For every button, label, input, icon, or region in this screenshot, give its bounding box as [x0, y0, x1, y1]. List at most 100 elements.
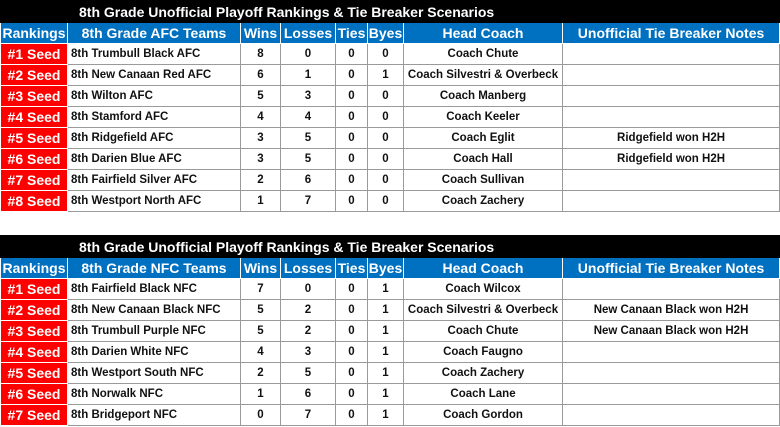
cell-rank: #1 Seed: [0, 43, 68, 65]
column-header-coach: Head Coach: [403, 22, 563, 44]
column-header-coach: Head Coach: [403, 257, 563, 279]
table-row: #8 Seed 8th Westport North AFC 1 7 0 0 Coach Z…: [0, 190, 780, 212]
cell-ties: 0: [335, 278, 368, 300]
cell-byes: 1: [367, 320, 404, 342]
cell-wins: 3: [240, 127, 281, 149]
cell-coach: Coach Manberg: [403, 85, 563, 107]
cell-ties: 0: [335, 85, 368, 107]
cell-ties: 0: [335, 190, 368, 212]
cell-byes: 0: [367, 190, 404, 212]
table-row: #3 Seed 8th Wilton AFC 5 3 0 0 Coach Manberg: [0, 85, 780, 107]
cell-team: 8th Darien White NFC: [67, 341, 241, 363]
cell-coach: Coach Zachery: [403, 362, 563, 384]
cell-team: 8th Fairfield Silver AFC: [67, 169, 241, 191]
cell-rank: #2 Seed: [0, 299, 68, 321]
cell-byes: 1: [367, 341, 404, 363]
column-header-wins: Wins: [240, 257, 281, 279]
cell-ties: 0: [335, 362, 368, 384]
cell-rank: #3 Seed: [0, 320, 68, 342]
cell-byes: 0: [367, 127, 404, 149]
cell-byes: 0: [367, 43, 404, 65]
cell-rank: #3 Seed: [0, 85, 68, 107]
column-header-ties: Ties: [335, 22, 368, 44]
cell-team: 8th New Canaan Red AFC: [67, 64, 241, 86]
cell-rank: #5 Seed: [0, 362, 68, 384]
cell-team: 8th Darien Blue AFC: [67, 148, 241, 170]
cell-ties: 0: [335, 64, 368, 86]
cell-rank: #5 Seed: [0, 127, 68, 149]
column-header-team: 8th Grade AFC Teams: [67, 22, 241, 44]
cell-wins: 8: [240, 43, 281, 65]
cell-coach: Coach Silvestri & Overbeck: [403, 299, 563, 321]
cell-byes: 1: [367, 278, 404, 300]
cell-coach: Coach Gordon: [403, 404, 563, 426]
column-header-wins: Wins: [240, 22, 281, 44]
cell-coach: Coach Faugno: [403, 341, 563, 363]
cell-notes: [561, 341, 780, 363]
afc-rankings-table: 8th Grade Unofficial Playoff Rankings & …: [0, 0, 780, 212]
cell-notes: [561, 106, 780, 128]
cell-ties: 0: [335, 43, 368, 65]
cell-byes: 0: [367, 85, 404, 107]
cell-rank: #2 Seed: [0, 64, 68, 86]
cell-losses: 5: [280, 127, 336, 149]
cell-wins: 1: [240, 383, 281, 405]
cell-coach: Coach Silvestri & Overbeck: [403, 64, 563, 86]
cell-rank: #1 Seed: [0, 278, 68, 300]
cell-losses: 5: [280, 362, 336, 384]
cell-team: 8th Fairfield Black NFC: [67, 278, 241, 300]
cell-wins: 4: [240, 106, 281, 128]
cell-ties: 0: [335, 169, 368, 191]
table-row: #1 Seed 8th Trumbull Black AFC 8 0 0 0 Coach C…: [0, 43, 780, 65]
cell-wins: 4: [240, 341, 281, 363]
cell-byes: 1: [367, 404, 404, 426]
cell-wins: 5: [240, 299, 281, 321]
cell-notes: [561, 190, 780, 212]
cell-coach: Coach Eglit: [403, 127, 563, 149]
nfc-rankings-table: 8th Grade Unofficial Playoff Rankings & …: [0, 235, 780, 426]
cell-rank: #4 Seed: [0, 341, 68, 363]
cell-team: 8th Westport North AFC: [67, 190, 241, 212]
cell-notes: [561, 383, 780, 405]
cell-notes: [561, 85, 780, 107]
cell-notes: [561, 404, 780, 426]
cell-coach: Coach Chute: [403, 320, 563, 342]
cell-team: 8th Wilton AFC: [67, 85, 241, 107]
cell-notes: Ridgefield won H2H: [561, 148, 780, 170]
column-header-rank: Rankings: [0, 257, 68, 279]
cell-rank: #8 Seed: [0, 190, 68, 212]
cell-coach: Coach Sullivan: [403, 169, 563, 191]
cell-losses: 0: [280, 278, 336, 300]
cell-losses: 5: [280, 148, 336, 170]
column-header-notes: Unofficial Tie Breaker Notes: [561, 22, 780, 44]
cell-wins: 7: [240, 278, 281, 300]
cell-ties: 0: [335, 127, 368, 149]
cell-ties: 0: [335, 320, 368, 342]
cell-team: 8th Ridgefield AFC: [67, 127, 241, 149]
column-header-losses: Losses: [280, 22, 336, 44]
cell-losses: 2: [280, 320, 336, 342]
table-row: #4 Seed 8th Stamford AFC 4 4 0 0 Coach Keeler: [0, 106, 780, 128]
column-header-losses: Losses: [280, 257, 336, 279]
cell-coach: Coach Keeler: [403, 106, 563, 128]
table-row: #2 Seed 8th New Canaan Black NFC 5 2 0 1 Coach…: [0, 299, 780, 321]
cell-ties: 0: [335, 299, 368, 321]
column-header-team: 8th Grade NFC Teams: [67, 257, 241, 279]
table-row: #2 Seed 8th New Canaan Red AFC 6 1 0 1 Coach S…: [0, 64, 780, 86]
table-title: 8th Grade Unofficial Playoff Rankings & …: [0, 0, 780, 23]
cell-wins: 5: [240, 85, 281, 107]
cell-notes: [561, 169, 780, 191]
table-row: #5 Seed 8th Ridgefield AFC 3 5 0 0 Coach Eglit…: [0, 127, 780, 149]
cell-notes: New Canaan Black won H2H: [561, 320, 780, 342]
cell-notes: [561, 43, 780, 65]
cell-losses: 1: [280, 64, 336, 86]
cell-ties: 0: [335, 404, 368, 426]
table-title: 8th Grade Unofficial Playoff Rankings & …: [0, 235, 780, 258]
table-row: #5 Seed 8th Westport South NFC 2 5 0 1 Coach Z…: [0, 362, 780, 384]
column-header-rank: Rankings: [0, 22, 68, 44]
cell-losses: 6: [280, 169, 336, 191]
cell-byes: 1: [367, 383, 404, 405]
cell-losses: 0: [280, 43, 336, 65]
column-header-ties: Ties: [335, 257, 368, 279]
cell-losses: 7: [280, 404, 336, 426]
